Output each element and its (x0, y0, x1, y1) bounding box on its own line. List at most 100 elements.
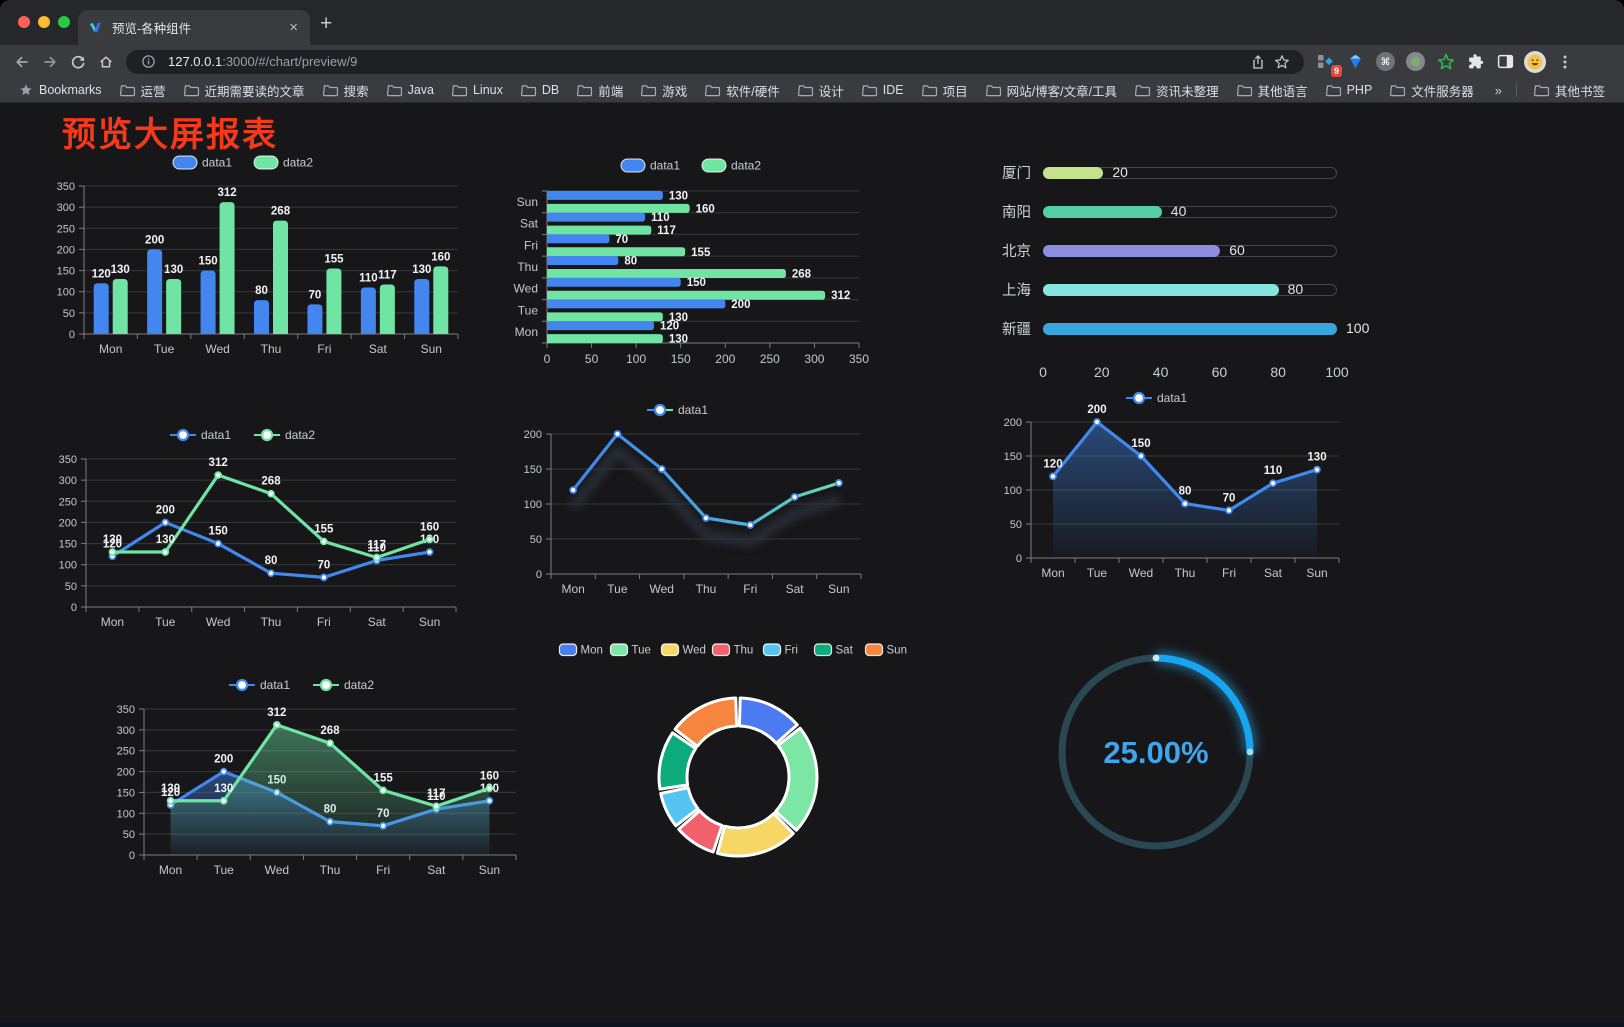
folder-icon (1325, 84, 1341, 96)
bookmarks-overflow-chevron[interactable]: » (1494, 82, 1502, 98)
svg-text:0: 0 (69, 329, 75, 341)
svg-text:250: 250 (57, 223, 75, 235)
extension-record-icon[interactable] (1404, 50, 1427, 73)
browser-menu-icon[interactable] (1553, 50, 1576, 73)
svg-text:150: 150 (524, 464, 542, 476)
svg-text:Mon: Mon (101, 615, 124, 629)
close-window-button[interactable] (18, 16, 30, 28)
new-tab-button[interactable]: + (320, 12, 333, 35)
tab-close-icon[interactable]: × (289, 19, 298, 36)
profile-avatar[interactable] (1524, 50, 1546, 73)
browser-tab[interactable]: 预览-各种组件 × (78, 10, 310, 45)
svg-text:Mon: Mon (581, 645, 603, 657)
svg-text:data1: data1 (678, 403, 708, 417)
chart-city-progress-bars[interactable]: 厦门 20 南阳 40 北京 60 上海 80 新疆 100 0 20 40 60 80 100 (985, 153, 1369, 389)
reload-button[interactable] (64, 48, 92, 76)
bookmark-folder[interactable]: 软件/硬件 (696, 81, 788, 100)
bookmark-folder[interactable]: 搜索 (314, 81, 378, 100)
svg-text:117: 117 (378, 270, 397, 282)
svg-text:117: 117 (367, 540, 386, 552)
tab-title: 预览-各种组件 (112, 22, 192, 36)
chart-week-donut[interactable]: Mon Tue Wed Thu Fri Sat Sun (550, 637, 926, 889)
side-panel-button[interactable] (1494, 50, 1517, 73)
bookmark-folder[interactable]: 资讯未整理 (1126, 81, 1228, 100)
svg-text:Sun: Sun (421, 342, 442, 356)
svg-text:160: 160 (431, 251, 450, 263)
extension-command-icon[interactable]: ⌘ (1374, 50, 1397, 73)
share-icon[interactable] (1246, 50, 1270, 74)
svg-text:100: 100 (1004, 485, 1022, 497)
bookmark-folder[interactable]: Linux (443, 83, 512, 97)
svg-text:Sun: Sun (887, 645, 907, 657)
bookmark-folder[interactable]: Java (378, 83, 443, 97)
bookmark-folder[interactable]: 网站/博客/文章/工具 (977, 81, 1126, 100)
svg-text:110: 110 (651, 212, 670, 224)
chart-gradient-line[interactable]: data1 0 50 100 150 200 Mon Tue Wed Thu Fri Sat Sun (503, 396, 875, 614)
minimize-window-button[interactable] (38, 16, 50, 28)
back-button[interactable] (8, 48, 36, 76)
svg-text:70: 70 (1223, 492, 1236, 504)
forward-button[interactable] (36, 48, 64, 76)
bookmark-folder[interactable]: 近期需要读的文章 (175, 81, 314, 100)
chart-two-series-line[interactable]: data1 data2 0 50 100 150 200 250 300 350 Mon Tue Wed… (38, 421, 470, 647)
chart-percent-gauge[interactable]: 25.00% (1050, 646, 1262, 858)
svg-text:110: 110 (359, 272, 378, 284)
url-text: 127.0.0.1:3000/#/chart/preview/9 (168, 54, 1246, 69)
svg-text:130: 130 (161, 783, 180, 795)
extensions-area: 9 ⌘ (1314, 50, 1576, 77)
svg-text:110: 110 (427, 791, 446, 803)
bookmark-folder[interactable]: 其他语言 (1228, 81, 1317, 100)
bookmark-folder[interactable]: 文件服务器 (1381, 81, 1483, 100)
bookmark-folder[interactable]: PHP (1317, 83, 1382, 97)
svg-text:250: 250 (117, 746, 135, 758)
bookmark-folder[interactable]: 游戏 (632, 81, 696, 100)
svg-text:Sat: Sat (836, 645, 854, 657)
bookmark-star-icon[interactable] (1270, 50, 1294, 74)
extension-userscript-icon[interactable]: 9 (1314, 50, 1342, 77)
svg-text:300: 300 (804, 352, 824, 366)
svg-text:130: 130 (103, 534, 122, 546)
zoom-window-button[interactable] (58, 16, 70, 28)
extension-green-star-icon[interactable] (1434, 50, 1457, 73)
bookmark-folder[interactable]: 设计 (789, 81, 853, 100)
bookmark-folder[interactable]: 运营 (111, 81, 175, 100)
svg-text:120: 120 (103, 538, 122, 550)
svg-text:300: 300 (59, 475, 77, 487)
svg-text:Tue: Tue (632, 645, 651, 657)
bookmark-folder[interactable]: DB (512, 83, 568, 97)
svg-text:70: 70 (317, 559, 330, 571)
chart-grouped-bar[interactable]: data1 data2 0 50 100 150 200 250 300 350 120 130 Mon… (38, 148, 470, 376)
svg-text:80: 80 (265, 555, 278, 567)
svg-text:155: 155 (314, 523, 334, 535)
bookmark-folder[interactable]: IDE (853, 83, 913, 97)
extensions-puzzle-icon[interactable] (1464, 50, 1487, 73)
svg-text:Mon: Mon (1041, 566, 1064, 580)
svg-text:100: 100 (524, 499, 542, 511)
svg-text:data1: data1 (260, 678, 290, 692)
svg-text:Wed: Wed (683, 645, 706, 657)
bookmark-folder[interactable]: 前端 (568, 81, 632, 100)
svg-text:130: 130 (669, 190, 688, 202)
other-bookmarks-item[interactable]: 其他书签 (1525, 81, 1614, 100)
svg-text:Tue: Tue (214, 863, 235, 877)
svg-text:130: 130 (1307, 452, 1326, 464)
site-info-icon[interactable] (136, 50, 160, 74)
toolbar: 127.0.0.1:3000/#/chart/preview/9 9 ⌘ (0, 45, 1624, 78)
svg-text:312: 312 (267, 707, 286, 719)
svg-text:100: 100 (59, 560, 77, 572)
chart-area-line[interactable]: data1 0 50 100 150 200 Mon Tue Wed Thu Fri Sat Sun 12… (983, 384, 1353, 598)
home-button[interactable] (92, 48, 120, 76)
bookmarks-manager-item[interactable]: Bookmarks (10, 83, 111, 97)
svg-text:Thu: Thu (1175, 566, 1196, 580)
svg-text:data2: data2 (731, 159, 761, 173)
svg-text:155: 155 (374, 772, 394, 784)
chart-horizontal-bar[interactable]: data1 data2 0 50 100 150 200 250 300 350 Sun 130 160… (503, 151, 901, 375)
chart-two-series-area-line[interactable]: data1 data2 0 50 100 150 200 250 300 350 Mon Tue Wed… (96, 671, 530, 895)
address-bar[interactable]: 127.0.0.1:3000/#/chart/preview/9 (126, 49, 1304, 74)
extension-gem-icon[interactable] (1344, 50, 1367, 73)
svg-text:250: 250 (760, 352, 780, 366)
bookmark-folder[interactable]: 项目 (913, 81, 977, 100)
svg-text:312: 312 (209, 457, 228, 469)
svg-text:50: 50 (63, 308, 75, 320)
